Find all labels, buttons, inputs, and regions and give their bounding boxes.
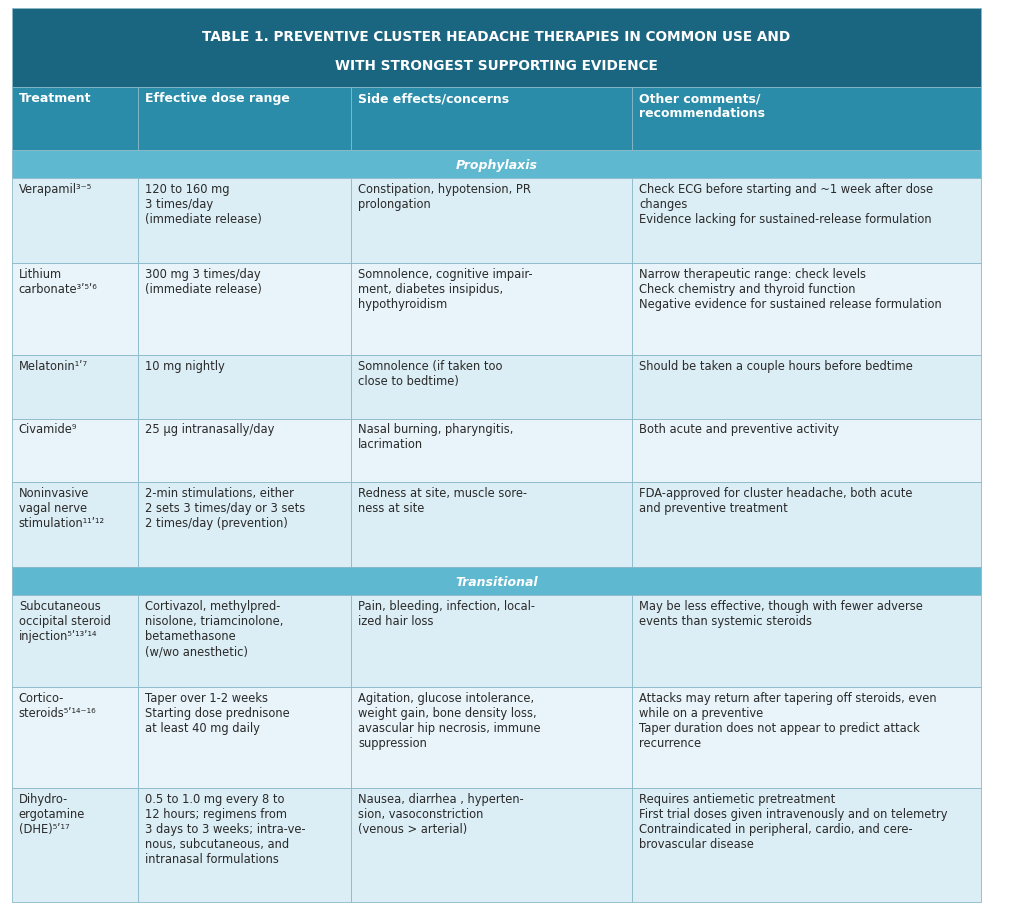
Bar [138,596,351,688]
Bar [12,87,138,151]
Bar [138,483,351,568]
Bar [351,87,632,151]
Text: Lithium
carbonate³ʹ⁵ʹ⁶: Lithium carbonate³ʹ⁵ʹ⁶ [19,268,98,296]
Text: 25 μg intranasally/day: 25 μg intranasally/day [145,423,274,436]
Bar [12,789,138,902]
Text: Melatonin¹ʹ⁷: Melatonin¹ʹ⁷ [19,360,88,373]
Text: May be less effective, though with fewer adverse
events than systemic steroids: May be less effective, though with fewer… [639,599,922,628]
Text: Check ECG before starting and ~1 week after dose
changes
Evidence lacking for su: Check ECG before starting and ~1 week af… [639,183,932,226]
Bar [12,179,138,264]
Bar [351,179,632,264]
Text: Requires antiemetic pretreatment
First trial doses given intravenously and on te: Requires antiemetic pretreatment First t… [639,793,947,850]
Bar [632,179,980,264]
Bar [12,568,980,596]
Text: 10 mg nightly: 10 mg nightly [145,360,224,373]
Text: Taper over 1-2 weeks
Starting dose prednisone
at least 40 mg daily: Taper over 1-2 weeks Starting dose predn… [145,691,289,734]
Text: Dihydro-
ergotamine
(DHE)⁵ʹ¹⁷: Dihydro- ergotamine (DHE)⁵ʹ¹⁷ [19,793,86,835]
Text: 0.5 to 1.0 mg every 8 to
12 hours; regimens from
3 days to 3 weeks; intra-ve-
no: 0.5 to 1.0 mg every 8 to 12 hours; regim… [145,793,306,865]
Bar [351,596,632,688]
Bar [351,419,632,483]
Bar [12,356,138,419]
Bar [138,789,351,902]
Text: Somnolence, cognitive impair-
ment, diabetes insipidus,
hypothyroidism: Somnolence, cognitive impair- ment, diab… [358,268,532,311]
Bar [632,483,980,568]
Text: Cortico-
steroids⁵ʹ¹⁴⁻¹⁶: Cortico- steroids⁵ʹ¹⁴⁻¹⁶ [19,691,97,719]
Bar [12,483,138,568]
Bar [12,151,980,179]
Bar [632,356,980,419]
Bar [138,688,351,789]
Text: Should be taken a couple hours before bedtime: Should be taken a couple hours before be… [639,360,912,373]
Text: Somnolence (if taken too
close to bedtime): Somnolence (if taken too close to bedtim… [358,360,502,387]
Text: Attacks may return after tapering off steroids, even
while on a preventive
Taper: Attacks may return after tapering off st… [639,691,936,749]
Bar [12,596,138,688]
Text: Verapamil³⁻⁵: Verapamil³⁻⁵ [19,183,92,196]
Bar [632,264,980,356]
Bar [138,356,351,419]
Text: 300 mg 3 times/day
(immediate release): 300 mg 3 times/day (immediate release) [145,268,262,296]
Text: WITH STRONGEST SUPPORTING EVIDENCE: WITH STRONGEST SUPPORTING EVIDENCE [335,58,657,73]
Bar [351,483,632,568]
Text: Prophylaxis: Prophylaxis [455,159,537,171]
Bar [351,688,632,789]
Bar [632,596,980,688]
Text: Narrow therapeutic range: check levels
Check chemistry and thyroid function
Nega: Narrow therapeutic range: check levels C… [639,268,942,311]
Bar [12,264,138,356]
Bar [138,87,351,151]
Bar [632,87,980,151]
Text: Agitation, glucose intolerance,
weight gain, bone density loss,
avascular hip ne: Agitation, glucose intolerance, weight g… [358,691,540,749]
Text: Nasal burning, pharyngitis,
lacrimation: Nasal burning, pharyngitis, lacrimation [358,423,513,451]
Text: Civamide⁹: Civamide⁹ [19,423,77,436]
Text: Redness at site, muscle sore-
ness at site: Redness at site, muscle sore- ness at si… [358,486,527,514]
Bar [351,356,632,419]
Text: Side effects/concerns: Side effects/concerns [358,92,508,105]
Text: Effective dose range: Effective dose range [145,92,289,105]
Text: Both acute and preventive activity: Both acute and preventive activity [639,423,839,436]
Text: Nausea, diarrhea , hyperten-
sion, vasoconstriction
(venous > arterial): Nausea, diarrhea , hyperten- sion, vasoc… [358,793,524,835]
Bar [138,264,351,356]
Bar [12,688,138,789]
Text: 120 to 160 mg
3 times/day
(immediate release): 120 to 160 mg 3 times/day (immediate rel… [145,183,262,226]
Bar [12,419,138,483]
Text: Noninvasive
vagal nerve
stimulation¹¹ʹ¹²: Noninvasive vagal nerve stimulation¹¹ʹ¹² [19,486,105,529]
Text: TABLE 1. PREVENTIVE CLUSTER HEADACHE THERAPIES IN COMMON USE AND: TABLE 1. PREVENTIVE CLUSTER HEADACHE THE… [203,29,790,44]
Text: 2-min stimulations, either
2 sets 3 times/day or 3 sets
2 times/day (prevention): 2-min stimulations, either 2 sets 3 time… [145,486,305,529]
Bar [138,179,351,264]
Text: Cortivazol, methylpred-
nisolone, triamcinolone,
betamethasone
(w/wo anesthetic): Cortivazol, methylpred- nisolone, triamc… [145,599,283,658]
Text: Pain, bleeding, infection, local-
ized hair loss: Pain, bleeding, infection, local- ized h… [358,599,535,628]
Bar [351,789,632,902]
Bar [632,789,980,902]
Text: FDA-approved for cluster headache, both acute
and preventive treatment: FDA-approved for cluster headache, both … [639,486,912,514]
Text: Constipation, hypotension, PR
prolongation: Constipation, hypotension, PR prolongati… [358,183,531,211]
Text: Treatment: Treatment [19,92,92,105]
Bar [632,688,980,789]
Bar [632,419,980,483]
Text: Subcutaneous
occipital steroid
injection⁵ʹ¹³ʹ¹⁴: Subcutaneous occipital steroid injection… [19,599,111,642]
Bar [12,9,980,87]
Text: Other comments/
recommendations: Other comments/ recommendations [639,92,764,120]
Text: Transitional: Transitional [454,575,537,589]
Bar [138,419,351,483]
Bar [351,264,632,356]
